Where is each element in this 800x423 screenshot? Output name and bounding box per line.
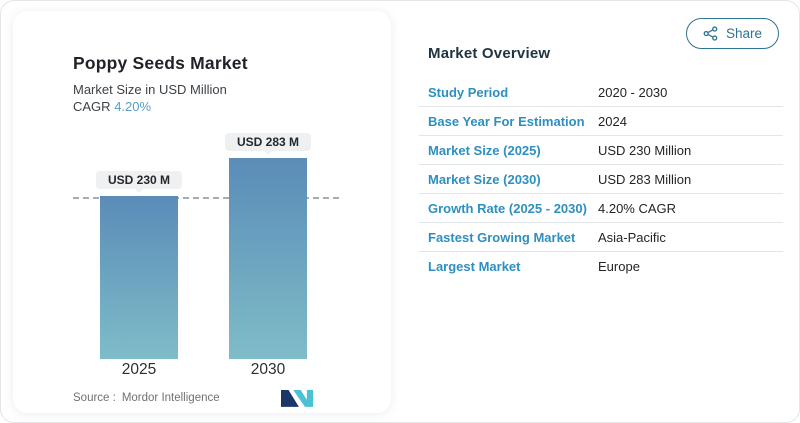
bar-2030[interactable] (229, 158, 307, 359)
table-row: Fastest Growing Market Asia-Pacific (419, 223, 783, 252)
row-label: Base Year For Estimation (428, 113, 585, 129)
cagr-label: CAGR (73, 99, 111, 114)
overview-table: Study Period 2020 - 2030 Base Year For E… (419, 78, 783, 281)
row-value: Asia-Pacific (598, 229, 666, 245)
bar-value-tooltip-2025: USD 230 M (95, 171, 183, 193)
share-button-label: Share (725, 26, 762, 41)
table-row: Study Period 2020 - 2030 (419, 78, 783, 107)
row-label: Study Period (428, 84, 509, 100)
chart-cagr-line: CAGR 4.20% (73, 98, 248, 115)
source-row: Source : Mordor Intelligence (73, 388, 313, 407)
row-label: Growth Rate (2025 - 2030) (428, 200, 587, 216)
x-axis-label-2025: 2025 (121, 361, 157, 378)
share-nodes-icon (703, 26, 718, 41)
cagr-value: 4.20% (114, 99, 152, 114)
chart-title: Poppy Seeds Market (73, 53, 248, 73)
bar-value-tooltip-2030: USD 283 M (224, 133, 312, 155)
bar-column-2025: USD 230 M 2025 (95, 171, 183, 380)
share-button[interactable]: Share (685, 18, 779, 49)
x-axis-label-2030: 2030 (250, 361, 286, 378)
market-overview-panel: Market Overview Study Period 2020 - 2030… (419, 45, 783, 281)
source-text: Source : Mordor Intelligence (73, 392, 220, 404)
row-value: Europe (598, 259, 640, 274)
row-label: Market Size (2030) (428, 171, 541, 187)
chart-card: Poppy Seeds Market Market Size in USD Mi… (13, 11, 391, 413)
row-label: Market Size (2025) (428, 142, 541, 158)
table-row: Market Size (2030) USD 283 Million (419, 165, 783, 194)
table-row: Growth Rate (2025 - 2030) 4.20% CAGR (419, 194, 783, 223)
row-value: USD 283 Million (598, 171, 692, 187)
row-value: 2024 (598, 113, 627, 129)
row-label: Largest Market (428, 259, 521, 274)
row-value: USD 230 Million (598, 142, 692, 158)
row-value: 2020 - 2030 (598, 84, 668, 100)
bar-column-2030: USD 283 M 2030 (224, 133, 312, 380)
table-row: Largest Market Europe (419, 252, 783, 281)
chart-subtitle: Market Size in USD Million (73, 82, 227, 97)
table-row: Base Year For Estimation 2024 (419, 107, 783, 136)
row-label: Fastest Growing Market (428, 229, 576, 245)
reference-dashline (73, 197, 339, 199)
table-row: Market Size (2025) USD 230 Million (419, 136, 783, 165)
bar-2025[interactable] (100, 196, 178, 359)
chart-header: Poppy Seeds Market Market Size in USD Mi… (73, 53, 248, 115)
source-value: Mordor Intelligence (121, 391, 220, 404)
row-value: 4.20% CAGR (598, 200, 677, 216)
mordor-intelligence-logo (281, 388, 313, 407)
source-label: Source : (73, 391, 116, 404)
overview-title: Market Overview (428, 45, 551, 62)
bar-chart: USD 230 M 2025 USD 283 M 2030 (13, 11, 391, 413)
